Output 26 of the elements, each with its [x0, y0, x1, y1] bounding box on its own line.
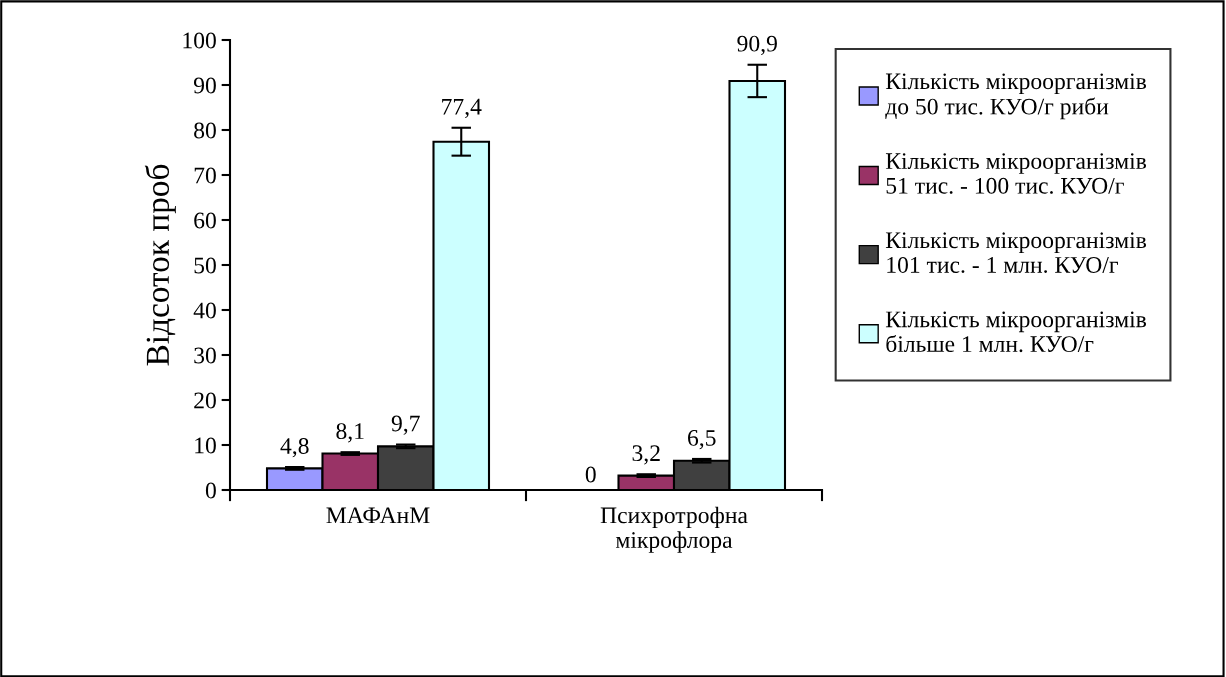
data-label: 90,9 [737, 35, 777, 56]
y-tick-label: 50 [194, 257, 216, 274]
data-label: 77,4 [442, 98, 482, 119]
y-tick-label: 70 [194, 167, 216, 184]
y-tick-label: 100 [183, 32, 216, 49]
y-tick-label: 20 [194, 392, 216, 409]
y-tick-label: 80 [194, 122, 216, 139]
data-label: 4,8 [280, 437, 309, 458]
data-label: 6,5 [688, 429, 716, 450]
y-tick-label: 0 [205, 482, 216, 499]
y-tick-label: 30 [194, 347, 216, 364]
legend-label: Кількість мікроорганізмів 101 тис. - 1 млн. КУО/г [885, 232, 1147, 273]
y-tick-label: 90 [193, 77, 216, 94]
legend-label: Кількість мікроорганізмів 51 тис. - 100 тис. КУО/г [885, 153, 1147, 194]
data-label: 3,2 [632, 445, 660, 465]
legend-label: Кількість мікроорганізмів до 50 тис. КУО/г риби [885, 73, 1147, 120]
y-tick-label: 60 [194, 212, 216, 229]
x-tick-label: Психротрофна мікрофлора [600, 506, 748, 553]
data-label: 9,7 [391, 415, 420, 435]
y-tick-label: 10 [195, 437, 216, 454]
x-tick-label: МАФАнМ [326, 507, 430, 524]
data-label: 8,1 [336, 423, 364, 443]
y-tick-label: 40 [193, 302, 216, 319]
legend-label: Кількість мікроорганізмів більше 1 млн. КУО/г [885, 311, 1147, 353]
y-axis-title: Відсоток проб [144, 164, 176, 366]
data-label: 0 [585, 466, 596, 483]
